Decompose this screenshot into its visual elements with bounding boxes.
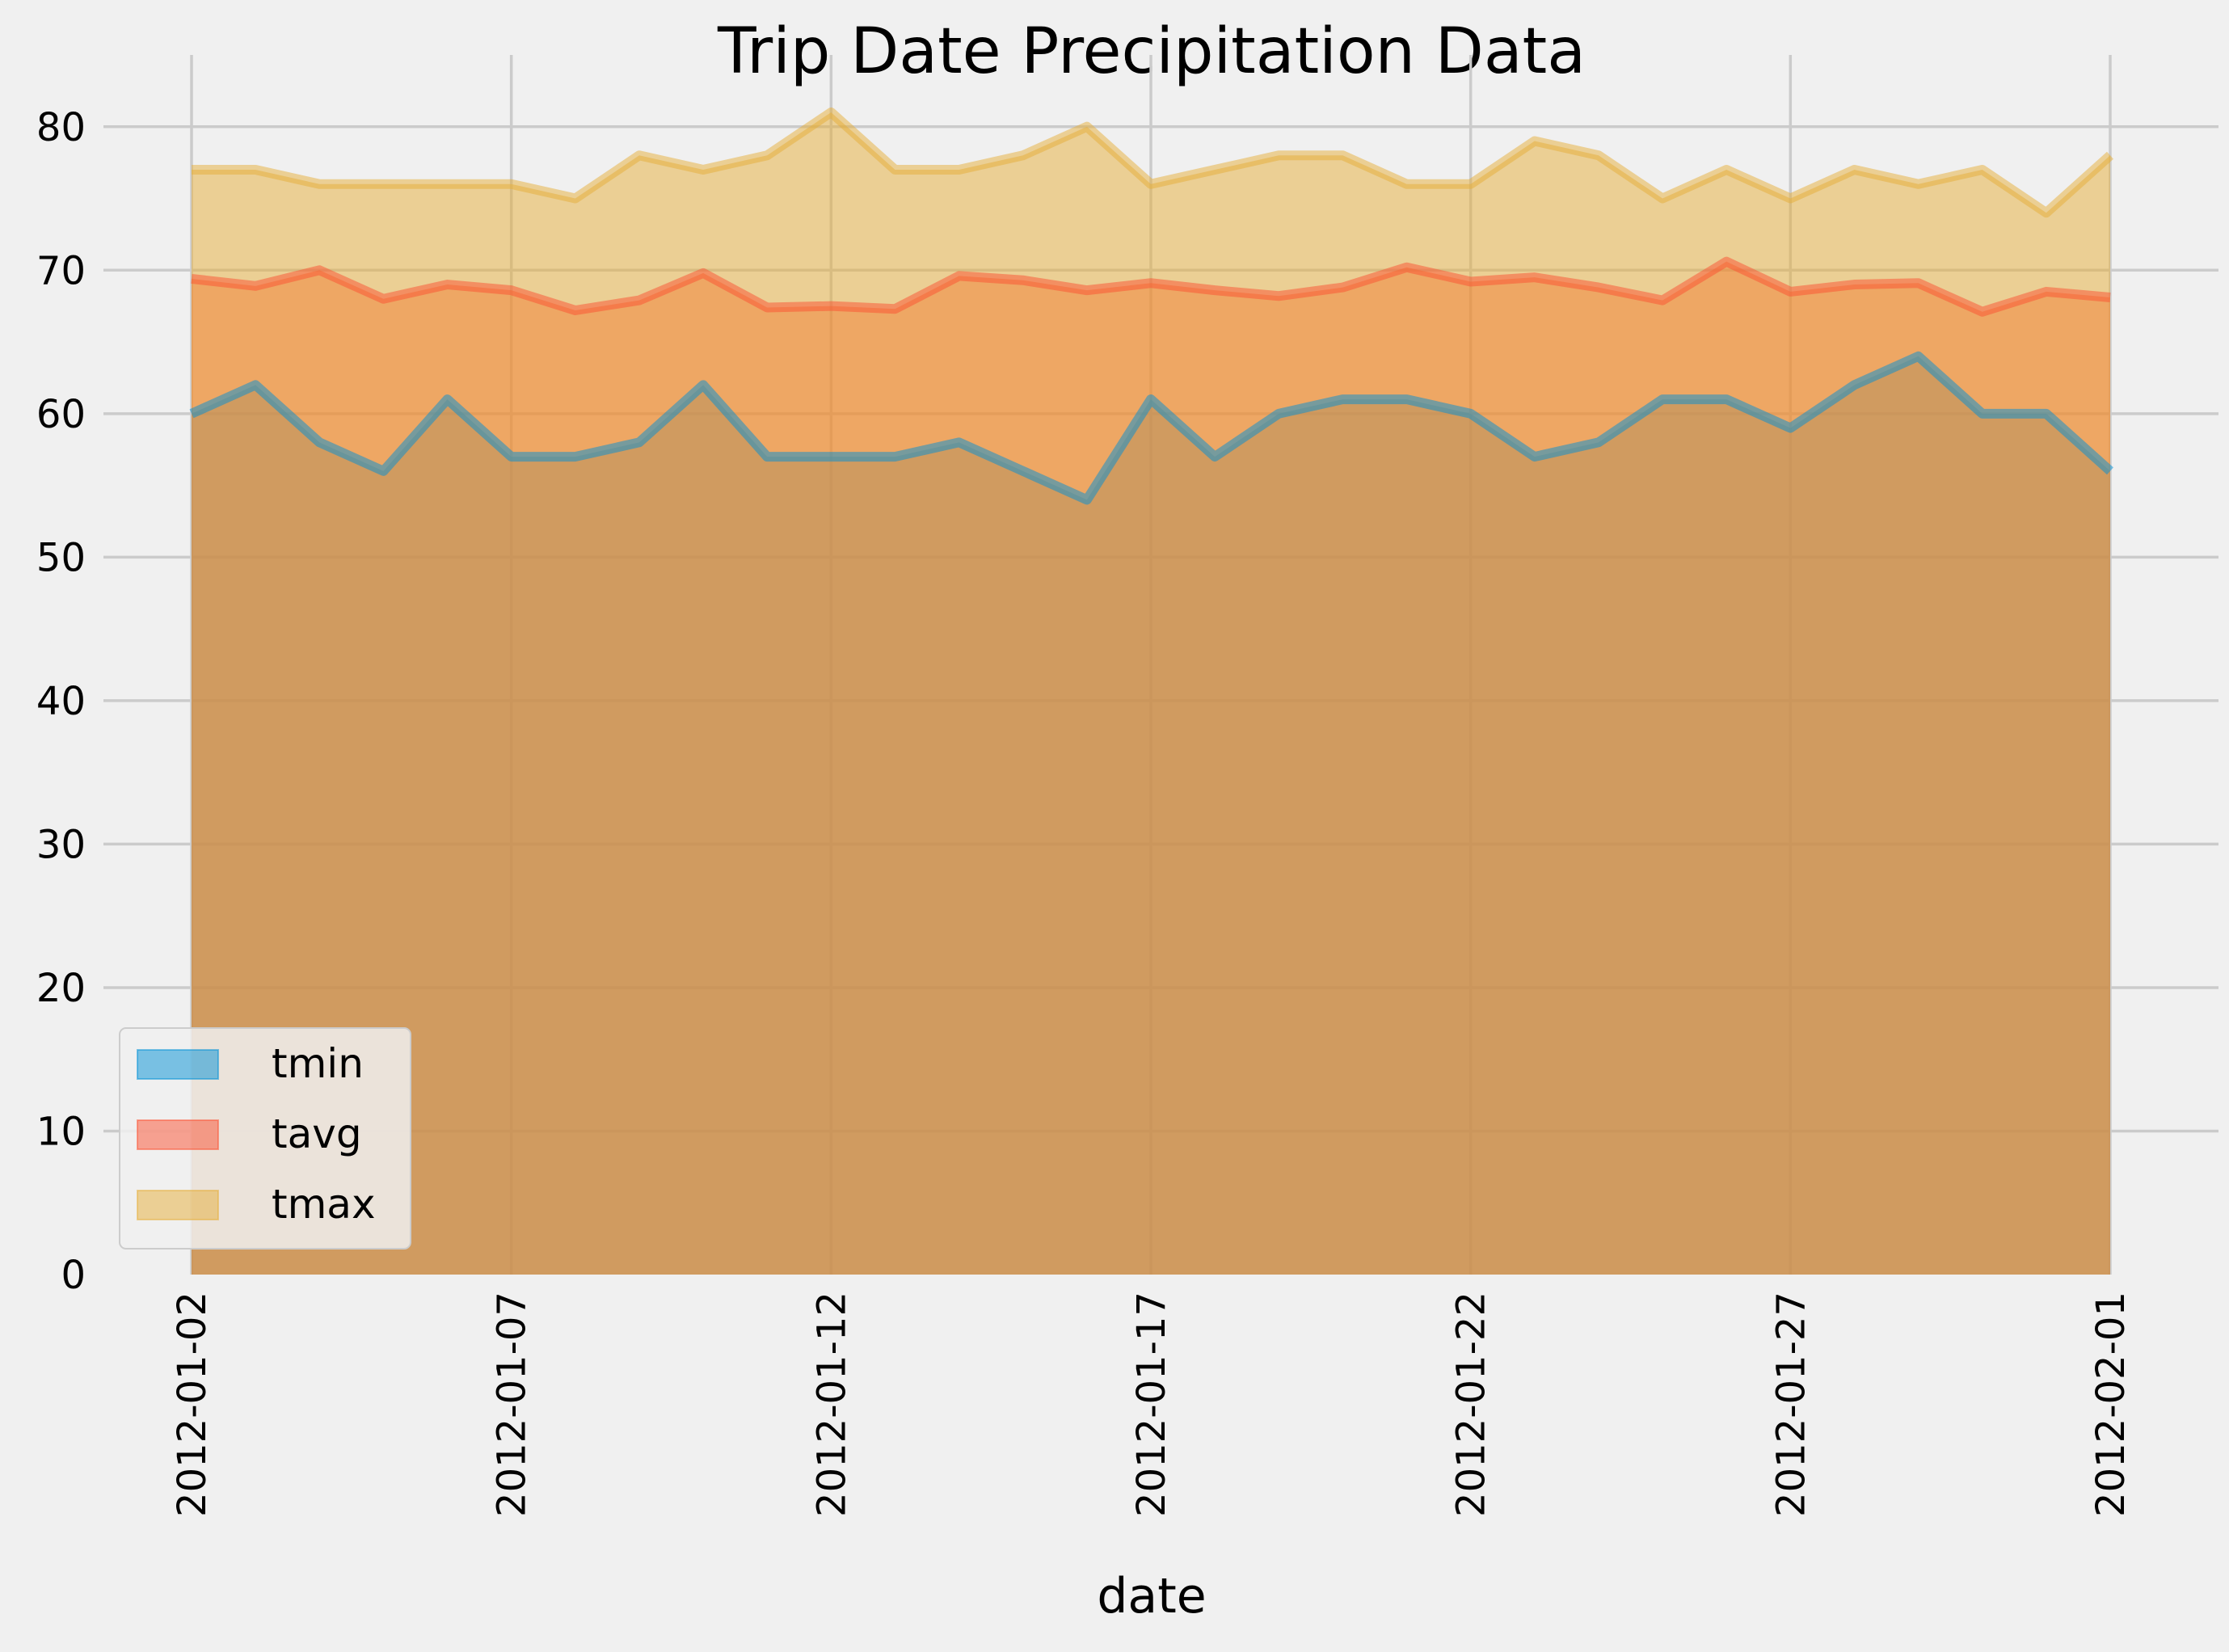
y-tick-label: 40 [36,679,86,724]
area-tmax [192,112,2110,1275]
line-tmin [189,351,2114,505]
y-axis-ticks: 0 10 20 30 40 50 60 70 80 [36,105,86,1298]
legend: tmin tavg tmax [119,1027,411,1250]
series-areas [192,112,2110,1275]
legend-label-tavg: tavg [272,1110,362,1157]
legend-swatch-tmin [137,1049,219,1080]
y-tick-label: 70 [36,248,86,293]
x-tick-label: 2012-01-12 [809,1292,854,1517]
x-axis-label: date [1097,1568,1206,1625]
legend-label-tmin: tmin [272,1040,364,1087]
y-tick-label: 0 [61,1253,86,1298]
legend-swatch-tavg [137,1119,219,1150]
series-lines [189,107,2114,505]
x-tick-label: 2012-01-17 [1129,1292,1174,1517]
line-tavg [191,256,2111,317]
x-tick-label: 2012-01-27 [1768,1292,1814,1517]
x-tick-label: 2012-02-01 [2088,1292,2134,1517]
legend-swatch-tmax [137,1190,219,1220]
x-axis-ticks: 2012-01-02 2012-01-07 2012-01-12 2012-01-17… [170,1292,2134,1517]
y-tick-label: 50 [36,535,86,580]
y-tick-label: 20 [36,966,86,1011]
y-tick-label: 10 [36,1109,86,1154]
legend-label-tmax: tmax [272,1181,376,1228]
x-tick-label: 2012-01-07 [490,1292,535,1517]
x-tick-label: 2012-01-02 [170,1292,215,1517]
y-tick-label: 60 [36,392,86,437]
y-tick-label: 30 [36,822,86,867]
line-tmax [192,107,2114,218]
y-tick-label: 80 [36,105,86,150]
x-tick-label: 2012-01-22 [1449,1292,1494,1517]
